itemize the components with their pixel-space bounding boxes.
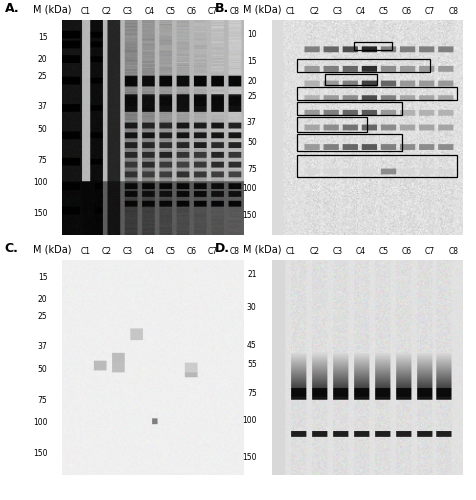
Text: C1: C1 [80, 6, 90, 16]
Text: 150: 150 [242, 454, 256, 462]
Text: M (kDa): M (kDa) [33, 245, 72, 255]
Text: C3: C3 [332, 6, 342, 16]
Text: 150: 150 [33, 448, 48, 458]
Bar [296, 102, 401, 114]
Text: C5: C5 [378, 6, 388, 16]
Bar [296, 134, 401, 151]
Text: 75: 75 [247, 389, 256, 398]
Text: 25: 25 [38, 72, 48, 80]
Text: C3: C3 [123, 6, 133, 16]
Bar [353, 42, 391, 50]
Text: C1: C1 [286, 246, 295, 256]
Text: 15: 15 [247, 58, 256, 66]
Text: 37: 37 [247, 118, 256, 127]
Text: M (kDa): M (kDa) [243, 5, 281, 15]
Text: 45: 45 [247, 341, 256, 350]
Text: C7: C7 [208, 6, 218, 16]
Text: C2: C2 [101, 246, 111, 256]
Text: C5: C5 [378, 246, 388, 256]
Text: 37: 37 [38, 102, 48, 110]
Text: 15: 15 [38, 272, 48, 281]
Text: C8: C8 [229, 246, 238, 256]
Text: C5: C5 [165, 246, 175, 256]
Text: C6: C6 [186, 246, 197, 256]
Text: C6: C6 [186, 6, 197, 16]
Text: C8: C8 [447, 6, 457, 16]
Text: C4: C4 [355, 246, 365, 256]
Text: C5: C5 [165, 6, 175, 16]
Text: 21: 21 [247, 270, 256, 279]
Text: 20: 20 [247, 76, 256, 86]
Text: C2: C2 [308, 246, 318, 256]
Text: A.: A. [5, 2, 20, 15]
Bar [296, 116, 367, 132]
Text: C7: C7 [424, 246, 434, 256]
Text: 100: 100 [242, 416, 256, 424]
Text: 25: 25 [247, 92, 256, 100]
Text: C3: C3 [332, 246, 342, 256]
Text: C.: C. [5, 242, 19, 255]
Text: 75: 75 [38, 156, 48, 164]
Text: 75: 75 [247, 165, 256, 174]
Text: 75: 75 [38, 396, 48, 404]
Text: C8: C8 [447, 246, 457, 256]
Text: 15: 15 [38, 32, 48, 42]
Bar [325, 74, 376, 85]
Text: B.: B. [214, 2, 228, 15]
Text: C7: C7 [208, 246, 218, 256]
Bar [296, 156, 456, 177]
Text: M (kDa): M (kDa) [33, 5, 72, 15]
Text: C6: C6 [401, 6, 411, 16]
Text: 20: 20 [38, 294, 48, 304]
Text: 150: 150 [33, 208, 48, 218]
Text: C8: C8 [229, 6, 238, 16]
Text: 50: 50 [38, 364, 48, 374]
Text: 37: 37 [38, 342, 48, 350]
Text: C1: C1 [286, 6, 295, 16]
Text: M (kDa): M (kDa) [243, 245, 281, 255]
Text: 150: 150 [242, 212, 256, 220]
Text: 100: 100 [242, 184, 256, 193]
Text: C2: C2 [308, 6, 318, 16]
Bar [296, 86, 456, 100]
Text: D.: D. [214, 242, 229, 255]
Text: 30: 30 [247, 303, 256, 312]
Text: 50: 50 [247, 138, 256, 147]
Text: 100: 100 [33, 418, 48, 426]
Text: 10: 10 [247, 30, 256, 40]
Text: C2: C2 [101, 6, 111, 16]
Text: 55: 55 [247, 360, 256, 369]
Text: 25: 25 [38, 312, 48, 320]
Text: C4: C4 [355, 6, 365, 16]
Text: C4: C4 [144, 6, 154, 16]
Text: 100: 100 [33, 178, 48, 186]
Text: C6: C6 [401, 246, 411, 256]
Text: C3: C3 [123, 246, 133, 256]
Text: C7: C7 [424, 6, 434, 16]
Bar [296, 58, 429, 71]
Text: 50: 50 [38, 124, 48, 134]
Text: C1: C1 [80, 246, 90, 256]
Text: C4: C4 [144, 246, 154, 256]
Text: 20: 20 [38, 54, 48, 64]
